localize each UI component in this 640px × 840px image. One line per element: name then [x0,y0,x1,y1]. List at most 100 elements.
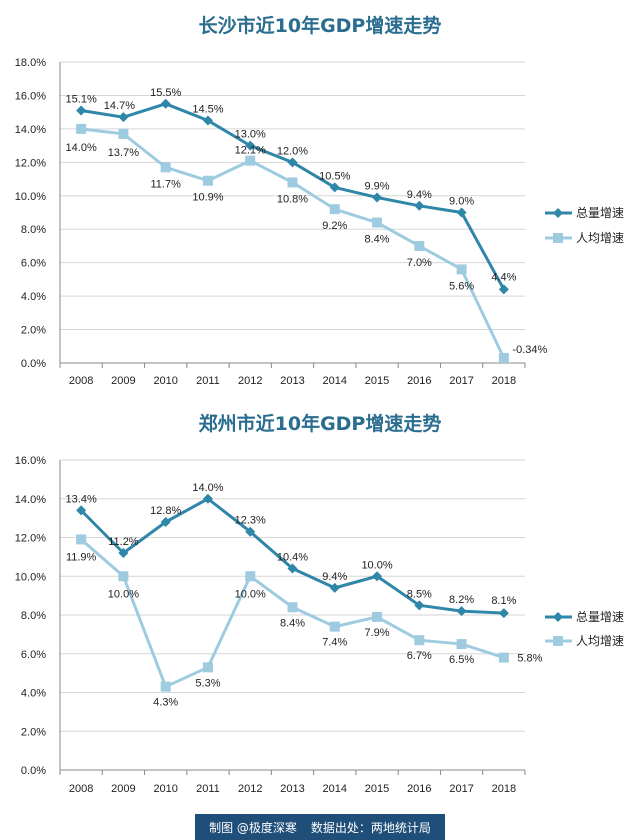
x-tick-label: 2015 [365,783,389,795]
point-diamond [202,115,213,126]
point-square [329,204,340,215]
point-diamond [372,571,383,582]
data-label: 8.1% [491,595,516,607]
point-diamond [118,112,129,123]
chart-panel-2: 郑州市近10年GDP增速走势 0.0% 2.0% 4.0% 6.0% 8.0% 10.0% 1… [15,412,624,795]
y-tick-label: 0.0% [21,765,46,777]
x-tick-label: 2015 [365,375,389,387]
x-tick-label: 2017 [449,375,473,387]
point-square [372,611,383,622]
point-diamond [287,157,298,168]
point-square [118,128,129,139]
data-label: 9.9% [365,180,390,192]
watermark-text: 悟空问答 [579,821,632,836]
data-label: 9.4% [322,571,347,583]
point-square [456,639,467,650]
data-label: 12.3% [235,515,266,527]
data-label: 10.8% [277,193,308,205]
data-label: 13.7% [108,147,139,159]
data-label: 15.1% [66,93,97,105]
point-diamond [456,207,467,218]
data-label: 11.9% [66,551,97,563]
point-diamond [414,200,425,211]
point-diamond [414,600,425,611]
y-tick-label: 10.0% [15,191,46,203]
x-tick-label: 2016 [407,783,431,795]
point-diamond [498,284,509,295]
point-square [118,571,129,582]
y-tick-label: 12.0% [15,157,46,169]
chart-panel-1: 长沙市近10年GDP增速走势 0.0% 2.0% 4.0% 6.0% 8.0% 10.0% 1… [15,14,624,387]
y-tick-label: 8.0% [21,224,46,236]
point-square [76,123,87,134]
point-diamond [287,563,298,574]
point-square [287,177,298,188]
legend-label: 总量增速 [576,610,624,624]
data-label: 5.6% [449,280,474,292]
point-square [160,681,171,692]
x-tick-label: 2009 [111,783,135,795]
data-label: 10.0% [108,588,139,600]
data-label: 8.2% [449,594,474,606]
footer-source: 数据出处：两地统计局 [310,820,431,835]
data-label: 12.8% [150,505,181,517]
data-label: 14.0% [192,482,223,494]
data-label: 10.9% [192,192,223,204]
y-tick-label: 18.0% [15,57,46,69]
data-label: 8.4% [365,234,390,246]
point-square [372,217,383,228]
point-diamond [118,548,129,558]
data-label: 6.7% [407,650,432,662]
point-square [498,352,509,363]
point-diamond [245,140,256,151]
legend-label: 人均增速 [576,634,624,648]
data-label: 9.4% [407,189,432,201]
x-tick-label: 2014 [323,783,347,795]
point-square [160,162,171,173]
data-label: 6.5% [449,654,474,666]
x-tick-label: 2010 [153,375,177,387]
data-label: 8.5% [407,588,432,600]
x-tick-label: 2009 [111,375,135,387]
point-square [202,662,213,673]
point-diamond [329,582,340,593]
x-tick-label: 2012 [238,783,262,795]
data-label: 11.2% [108,536,139,548]
point-square [76,534,87,545]
point-diamond [202,493,213,504]
y-tick-label: 14.0% [15,124,46,136]
y-tick-label: 14.0% [15,494,46,506]
legend-label: 总量增速 [576,206,624,220]
data-label: 9.2% [322,220,347,232]
x-tick-label: 2017 [449,783,473,795]
data-label: 4.4% [491,271,516,283]
legend-marker-diamond [553,612,563,622]
x-tick-label: 2011 [196,375,220,387]
y-tick-label: 6.0% [21,649,46,661]
x-tick-label: 2008 [69,783,93,795]
point-square [202,175,213,186]
watermark: 悟空问答 [559,817,632,836]
y-tick-label: 16.0% [15,90,46,102]
data-label: 12.0% [277,145,308,157]
point-diamond [245,526,256,537]
x-tick-label: 2010 [153,783,177,795]
x-tick-label: 2012 [238,375,262,387]
data-label: 10.0% [361,559,392,571]
data-label: 10.5% [319,170,350,182]
wukong-logo-icon [559,818,576,835]
x-tick-label: 2008 [69,375,93,387]
point-square [456,264,467,275]
point-square [498,652,509,663]
chart-title: 郑州市近10年GDP增速走势 [199,412,442,435]
x-tick-label: 2018 [492,375,516,387]
data-label: -0.34% [512,344,547,356]
legend-marker-diamond [553,208,563,218]
y-tick-label: 16.0% [15,455,46,467]
legend-label: 人均增速 [576,231,624,245]
data-label: 13.4% [66,493,97,505]
point-diamond [76,505,87,516]
point-diamond [76,105,87,116]
data-label: 10.4% [277,552,308,564]
